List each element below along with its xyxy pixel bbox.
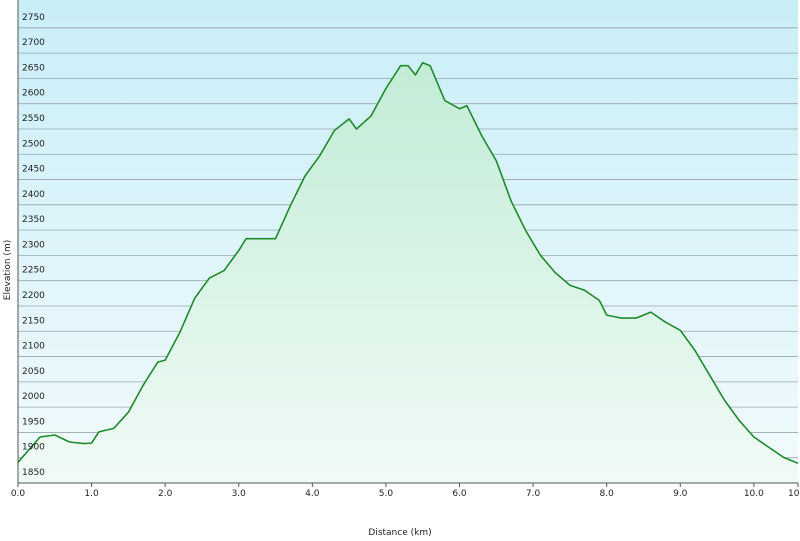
y-tick-label: 2000 bbox=[22, 392, 45, 402]
y-tick-label: 2700 bbox=[22, 38, 45, 48]
x-tick-label: 0.0 bbox=[11, 489, 26, 499]
y-axis-label: Elevation (m) bbox=[3, 240, 13, 300]
x-tick-label: 1.0 bbox=[84, 489, 99, 499]
y-tick-label: 2650 bbox=[22, 63, 45, 73]
y-tick-label: 2550 bbox=[22, 114, 45, 124]
x-tick-label: 3.0 bbox=[232, 489, 247, 499]
line bbox=[17, 61, 799, 465]
y-tick-label: 1950 bbox=[22, 417, 45, 427]
x-axis-label: Distance (km) bbox=[368, 528, 431, 538]
y-tick-label: 2200 bbox=[22, 291, 45, 301]
y-tick-label: 2750 bbox=[22, 13, 45, 23]
x-tick-label: 9.0 bbox=[673, 489, 688, 499]
x-tick-label: 10.6 bbox=[788, 489, 800, 499]
area bbox=[18, 62, 798, 483]
y-tick-label: 2400 bbox=[22, 190, 45, 200]
x-tick-label: 8.0 bbox=[600, 489, 615, 499]
x-tick-label: 4.0 bbox=[305, 489, 320, 499]
y-tick-label: 2100 bbox=[22, 342, 45, 352]
y-tick-label: 2250 bbox=[22, 266, 45, 276]
y-tick-label: 2050 bbox=[22, 367, 45, 377]
x-tick-label: 2.0 bbox=[158, 489, 173, 499]
y-tick-label: 2300 bbox=[22, 240, 45, 250]
y-tick-label: 2600 bbox=[22, 89, 45, 99]
x-tick-label: 5.0 bbox=[379, 489, 394, 499]
y-tick-label: 1850 bbox=[22, 468, 45, 478]
y-tick-label: 2350 bbox=[22, 215, 45, 225]
y-tick-label: 2150 bbox=[22, 316, 45, 326]
y-tick-label: 2450 bbox=[22, 165, 45, 175]
x-tick-label: 7.0 bbox=[526, 489, 541, 499]
x-tick-label: 6.0 bbox=[452, 489, 467, 499]
y-tick-label: 1900 bbox=[22, 443, 45, 453]
x-tick-label: 10.0 bbox=[744, 489, 764, 499]
y-tick-label: 2500 bbox=[22, 139, 45, 149]
